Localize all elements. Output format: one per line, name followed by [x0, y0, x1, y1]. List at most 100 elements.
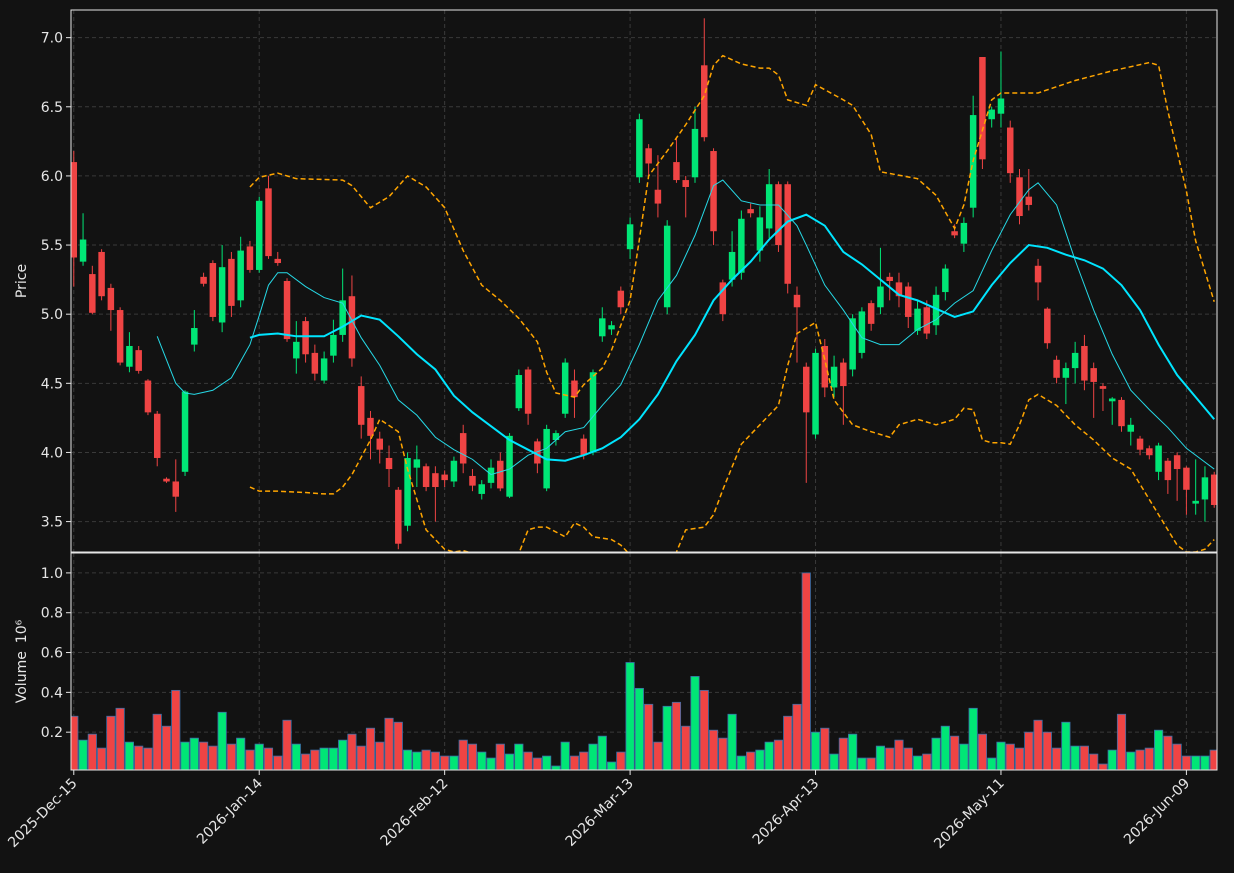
candle-body [1183, 467, 1190, 490]
panel [71, 10, 1217, 552]
candle-body [209, 263, 217, 317]
candle-body [469, 475, 476, 486]
y-axis-label: Price [14, 264, 30, 298]
volume-bar [1116, 713, 1127, 770]
candle-body [1108, 398, 1116, 402]
candle-body [756, 217, 764, 251]
indicator-line [156, 179, 1215, 476]
volume-bar [504, 753, 515, 770]
volume-bar [152, 713, 162, 770]
volume-bar [681, 725, 691, 770]
candle-body [1062, 368, 1070, 378]
candle-body [571, 380, 578, 398]
volume-bar [161, 725, 172, 770]
candle-body [923, 307, 931, 334]
volume-bar [402, 749, 413, 770]
candle-body [274, 258, 282, 264]
candle-body [719, 282, 727, 315]
volume-bar [820, 727, 830, 770]
candle-body [422, 466, 430, 488]
volume-bar [968, 707, 978, 770]
candle-body [1210, 474, 1217, 505]
candle-body [552, 433, 560, 441]
candle-body [135, 350, 142, 371]
volume-bar [718, 737, 728, 770]
volume-bar [495, 743, 505, 770]
candle-body [246, 246, 254, 270]
volume-bar [606, 761, 617, 770]
volume-bar [579, 751, 589, 770]
candle-body [997, 98, 1005, 114]
volume-bar [208, 745, 218, 770]
volume-bar [486, 757, 496, 770]
volume-bar [931, 737, 941, 770]
candle-body [932, 294, 940, 326]
volume-bar [319, 747, 329, 770]
candle-body [775, 184, 782, 246]
volume-bar [764, 741, 774, 770]
volume-bar [1005, 743, 1015, 770]
volume-bar [848, 733, 858, 770]
volume-bar [1154, 729, 1164, 770]
volume-bar [393, 721, 403, 770]
volume-bar [922, 753, 932, 770]
candle-body [228, 258, 235, 306]
candle-body [1164, 460, 1172, 481]
y-axis-label: Volume 10⁶ [14, 619, 30, 703]
volume-bar [625, 662, 635, 770]
candle-body [311, 352, 319, 374]
candle-body [283, 281, 291, 340]
volume-bar [727, 713, 737, 770]
y-tick-label: 1.0 [41, 566, 63, 582]
volume-bar [1089, 753, 1099, 770]
volume-bar [523, 751, 533, 770]
volume-bar [189, 737, 199, 770]
volume-bar [421, 749, 431, 770]
candle-body [942, 268, 949, 293]
candle-body [830, 366, 838, 388]
volume-bar [987, 757, 997, 770]
candle-body [840, 362, 847, 387]
candle-body [450, 460, 458, 482]
candle-body [765, 184, 773, 229]
candle-body [1192, 500, 1199, 504]
volume-bar [1061, 721, 1071, 770]
volume-bar [588, 743, 598, 770]
candle-body [914, 308, 921, 331]
candle-body [116, 310, 124, 363]
volume-bar [560, 741, 570, 770]
indicator-line [249, 321, 1215, 552]
candle-body [645, 148, 652, 164]
volume-bar [959, 743, 969, 770]
volume-bar [412, 751, 422, 770]
y-tick-label: 5.0 [41, 307, 63, 323]
volume-bar [894, 739, 904, 770]
candle-body [497, 460, 504, 489]
volume-bar [885, 747, 895, 770]
y-tick-label: 6.0 [41, 169, 63, 185]
candle-body [886, 276, 893, 281]
candle-body [1071, 352, 1079, 369]
candle-body [395, 489, 402, 544]
volume-bar [1098, 763, 1108, 770]
volume-bar [273, 755, 283, 770]
volume-bar [263, 747, 274, 770]
candle-body [858, 311, 866, 353]
volume-bar [810, 731, 821, 770]
volume-bar [301, 753, 311, 770]
candle-body [126, 345, 133, 367]
volume-bar [430, 751, 440, 770]
volume-bar [236, 737, 246, 770]
candle-body [821, 345, 829, 388]
candle-body [988, 109, 995, 120]
candle-body [580, 438, 587, 456]
volume-bar [903, 747, 913, 770]
candle-body [849, 318, 856, 370]
candle-body [163, 478, 170, 482]
volume-bar [143, 747, 153, 770]
candle-body [172, 481, 180, 497]
candle-body [1201, 477, 1209, 500]
